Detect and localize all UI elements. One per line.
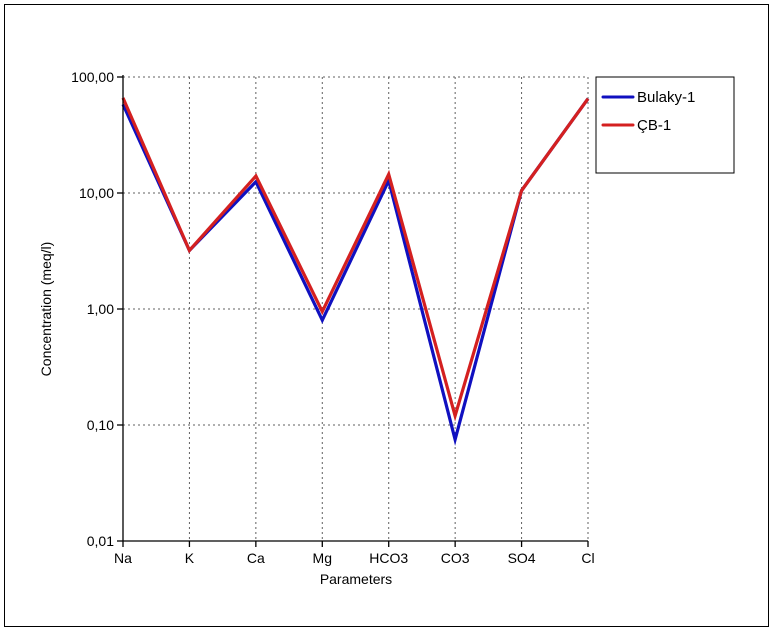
y-tick-label: 100,00 xyxy=(71,69,114,85)
x-tick-label-hco3: HCO3 xyxy=(369,550,408,566)
x-tick-label-k: K xyxy=(185,550,195,566)
x-tick-label-na: Na xyxy=(114,550,132,566)
legend: Bulaky-1 ÇB-1 xyxy=(595,76,735,174)
legend-label-bulaky-1: Bulaky-1 xyxy=(637,89,695,106)
y-tick-label: 1,00 xyxy=(87,301,114,317)
x-tick-label-co3: CO3 xyxy=(441,550,470,566)
y-tick-label: 0,10 xyxy=(87,417,114,433)
x-axis-label: Parameters xyxy=(320,571,392,587)
series-line-bulaky-1 xyxy=(121,97,590,446)
x-tick-label-mg: Mg xyxy=(313,550,332,566)
grid-layer xyxy=(123,76,589,541)
series-layer xyxy=(121,97,590,446)
x-tick-label-so4: SO4 xyxy=(508,550,536,566)
y-tick-label: 0,01 xyxy=(87,533,114,549)
legend-label-cb-1: ÇB-1 xyxy=(637,117,671,134)
x-tick-label-ca: Ca xyxy=(247,550,265,566)
x-tick-label-cl: Cl xyxy=(581,550,594,566)
y-axis-label: Concentration (meq/l) xyxy=(38,242,54,377)
y-tick-label: 10,00 xyxy=(79,185,114,201)
axes-layer xyxy=(122,75,588,542)
series-line-cb-1 xyxy=(121,97,590,422)
